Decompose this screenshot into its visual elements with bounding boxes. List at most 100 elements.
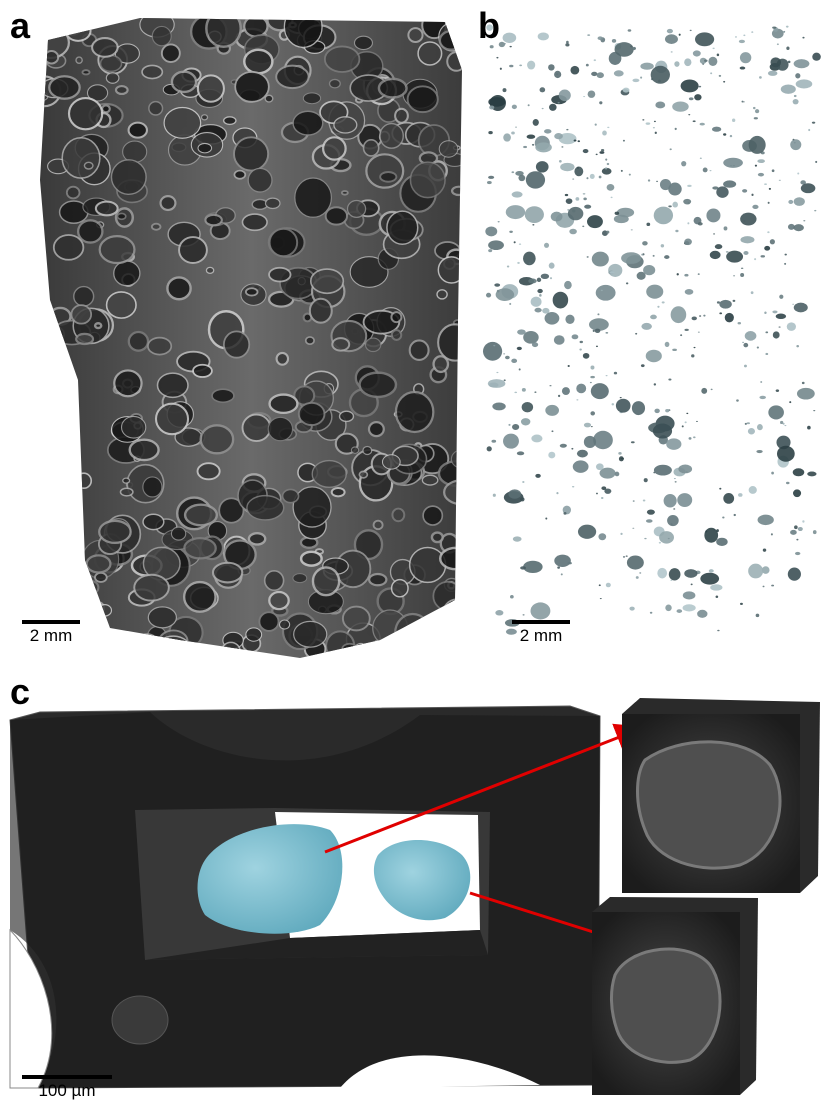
panel-a: a 2 mm xyxy=(10,5,479,667)
particle xyxy=(814,210,816,212)
particle xyxy=(677,609,683,613)
particle xyxy=(632,528,634,529)
particle xyxy=(641,323,652,330)
particle xyxy=(794,95,797,97)
pore xyxy=(155,636,191,666)
particle xyxy=(583,193,586,194)
pore xyxy=(149,102,163,115)
particle xyxy=(599,101,602,104)
pore xyxy=(98,605,111,616)
particle xyxy=(771,533,773,535)
particle xyxy=(578,140,580,142)
particle xyxy=(698,273,700,275)
pore xyxy=(142,65,162,78)
particle xyxy=(749,136,766,154)
pore xyxy=(363,446,372,454)
pore xyxy=(332,338,349,351)
particle xyxy=(655,132,657,134)
particle xyxy=(709,569,714,572)
pore xyxy=(198,75,224,101)
pore xyxy=(193,365,212,377)
pore xyxy=(310,299,332,323)
pore xyxy=(366,154,403,187)
particle xyxy=(794,197,805,206)
particle xyxy=(801,183,816,193)
particle xyxy=(726,251,729,253)
pore xyxy=(408,86,438,112)
pore xyxy=(369,574,386,585)
pore xyxy=(76,57,82,63)
particle xyxy=(522,402,533,412)
particle xyxy=(662,301,665,303)
particle xyxy=(553,292,569,309)
particle xyxy=(682,425,684,427)
pore xyxy=(107,292,136,318)
particle xyxy=(626,555,628,556)
pore xyxy=(74,574,81,581)
pore xyxy=(71,305,91,323)
particle xyxy=(583,353,590,359)
particle xyxy=(719,300,731,309)
pore xyxy=(249,533,265,544)
particle xyxy=(517,347,522,350)
particle xyxy=(523,561,542,573)
particle xyxy=(605,159,607,161)
particle xyxy=(570,66,579,75)
particle xyxy=(751,31,753,33)
particle xyxy=(618,452,621,455)
pore xyxy=(270,395,298,413)
particle xyxy=(643,265,655,275)
particle xyxy=(797,173,799,175)
particle xyxy=(693,120,696,122)
particle xyxy=(601,290,603,292)
particle xyxy=(753,107,756,109)
particle xyxy=(722,516,724,518)
pore xyxy=(420,641,448,666)
pore xyxy=(152,224,161,230)
scale-bar-label: 2 mm xyxy=(520,626,563,645)
particle xyxy=(512,191,523,197)
pore xyxy=(66,21,91,41)
pore xyxy=(299,403,325,425)
particle xyxy=(788,568,801,581)
particle xyxy=(619,456,624,461)
particle xyxy=(802,520,804,522)
particle xyxy=(671,306,687,323)
pore xyxy=(293,574,307,583)
particle xyxy=(757,159,765,163)
particle xyxy=(684,274,688,277)
particle xyxy=(784,263,786,265)
pore xyxy=(451,450,474,469)
particle xyxy=(794,525,798,529)
particle xyxy=(623,88,630,93)
pore xyxy=(206,10,240,47)
particle xyxy=(742,189,747,192)
particle xyxy=(711,389,713,391)
pore xyxy=(45,402,64,416)
particle xyxy=(787,322,796,331)
pore xyxy=(198,463,220,479)
pore xyxy=(392,509,404,522)
particle xyxy=(590,174,595,179)
pore xyxy=(67,187,80,199)
particle xyxy=(794,59,810,68)
particle xyxy=(550,277,552,279)
particle xyxy=(606,375,608,376)
pore xyxy=(326,207,347,224)
particle xyxy=(679,34,681,36)
particle xyxy=(654,383,656,385)
particle xyxy=(651,66,670,84)
particle xyxy=(605,167,608,169)
particle xyxy=(522,481,524,483)
pore xyxy=(306,337,314,344)
particle xyxy=(642,119,644,120)
particle xyxy=(605,332,608,334)
particle xyxy=(488,176,494,179)
particle xyxy=(586,64,589,67)
particle xyxy=(803,220,805,221)
particle xyxy=(545,312,560,325)
particle xyxy=(595,329,601,333)
particle xyxy=(680,334,682,336)
pore xyxy=(396,392,433,432)
pore xyxy=(242,415,270,442)
